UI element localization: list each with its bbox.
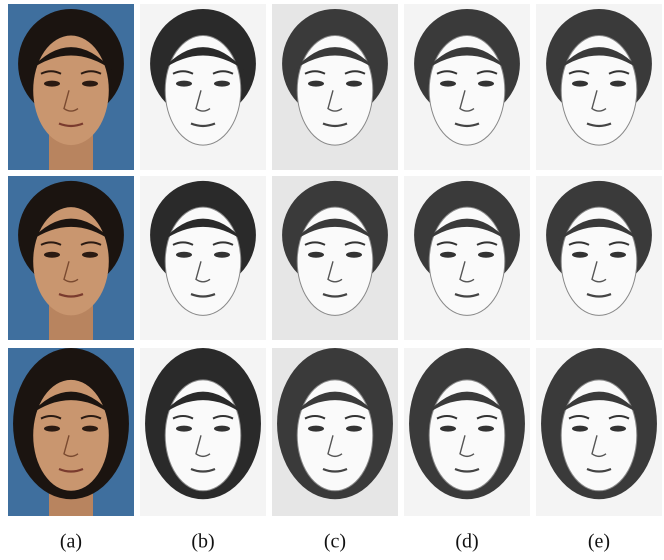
image-cell — [140, 348, 266, 516]
column-label: (c) — [324, 531, 346, 553]
image-cell — [140, 176, 266, 340]
eye — [346, 426, 362, 432]
eye — [44, 426, 60, 432]
image-cell — [272, 4, 398, 170]
image-cell — [272, 176, 398, 340]
column-label: (e) — [588, 531, 610, 553]
column-label: (b) — [191, 531, 214, 553]
image-cell — [8, 4, 134, 170]
eye — [478, 252, 494, 258]
image-cell — [8, 348, 134, 516]
eye — [176, 426, 192, 432]
eye — [214, 81, 230, 87]
column-label: (d) — [455, 531, 478, 553]
eye — [478, 81, 494, 87]
eye — [308, 426, 324, 432]
eye — [346, 252, 362, 258]
image-cell — [272, 348, 398, 516]
image-cell — [536, 348, 662, 516]
eye — [176, 81, 192, 87]
eye — [440, 252, 456, 258]
eye — [346, 81, 362, 87]
image-grid — [8, 4, 662, 516]
column-labels: (a) (b) (c) (d) (e) — [60, 531, 610, 553]
image-cell — [8, 176, 134, 340]
eye — [572, 81, 588, 87]
eye — [214, 252, 230, 258]
eye — [214, 426, 230, 432]
figure: (a) (b) (c) (d) (e) — [0, 0, 664, 560]
column-label: (a) — [60, 531, 82, 553]
eye — [572, 426, 588, 432]
eye — [82, 426, 98, 432]
eye — [82, 252, 98, 258]
eye — [572, 252, 588, 258]
eye — [610, 81, 626, 87]
eye — [82, 81, 98, 87]
image-cell — [140, 4, 266, 170]
eye — [440, 426, 456, 432]
image-cell — [536, 176, 662, 340]
eye — [610, 252, 626, 258]
image-cell — [404, 348, 530, 516]
image-cell — [404, 176, 530, 340]
eye — [440, 81, 456, 87]
eye — [308, 81, 324, 87]
image-cell — [404, 4, 530, 170]
eye — [478, 426, 494, 432]
eye — [44, 252, 60, 258]
eye — [308, 252, 324, 258]
eye — [610, 426, 626, 432]
eye — [44, 81, 60, 87]
image-cell — [536, 4, 662, 170]
eye — [176, 252, 192, 258]
